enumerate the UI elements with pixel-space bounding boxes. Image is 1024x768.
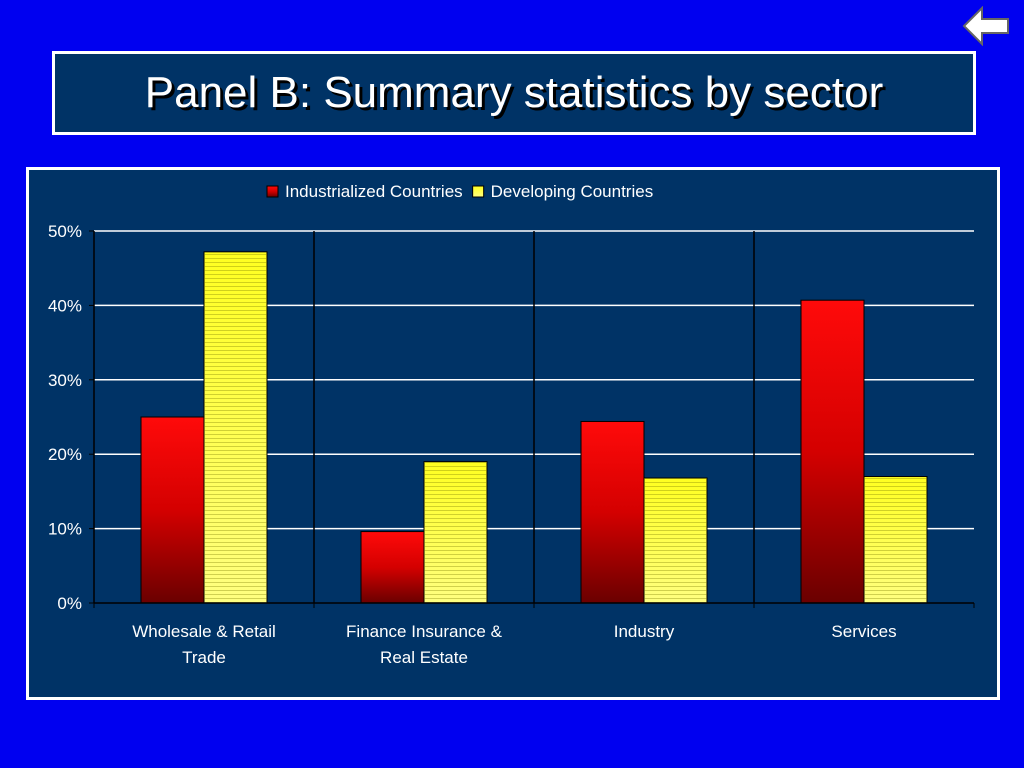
legend-label: Developing Countries (491, 182, 654, 201)
y-tick-label: 30% (48, 371, 82, 390)
x-tick-label: Finance Insurance & (346, 622, 503, 641)
back-arrow-icon[interactable] (962, 6, 1010, 46)
legend-label: Industrialized Countries (285, 182, 463, 201)
page-title: Panel B: Summary statistics by sector (144, 68, 884, 117)
y-tick-label: 40% (48, 296, 82, 315)
y-tick-label: 20% (48, 445, 82, 464)
x-tick-label: Services (831, 622, 896, 641)
bar-chart: 0% 10% 20% 30% 40% 50% Wholesale & Retail Trade… (48, 182, 975, 667)
y-tick-label: 10% (48, 520, 82, 539)
bar-texture (864, 476, 927, 603)
bar-industrialized (580, 420, 645, 604)
y-tick-label: 50% (48, 222, 82, 241)
bar-industrialized (360, 531, 425, 604)
x-tick-label: Industry (614, 622, 675, 641)
legend-swatch (472, 185, 485, 198)
legend-swatch (266, 185, 279, 198)
chart-panel: 0% 10% 20% 30% 40% 50% Wholesale & Retail Trade… (26, 167, 1000, 700)
bar-texture (204, 251, 267, 603)
bar-texture (424, 461, 487, 603)
x-tick-label: Real Estate (380, 648, 468, 667)
bar-texture (644, 478, 707, 603)
title-panel: Panel B: Summary statistics by sector (52, 51, 976, 135)
x-tick-label: Wholesale & Retail (132, 622, 276, 641)
bar-industrialized (800, 299, 865, 604)
x-tick-label: Trade (182, 648, 226, 667)
y-tick-label: 0% (57, 594, 82, 613)
bar-industrialized (140, 416, 205, 604)
